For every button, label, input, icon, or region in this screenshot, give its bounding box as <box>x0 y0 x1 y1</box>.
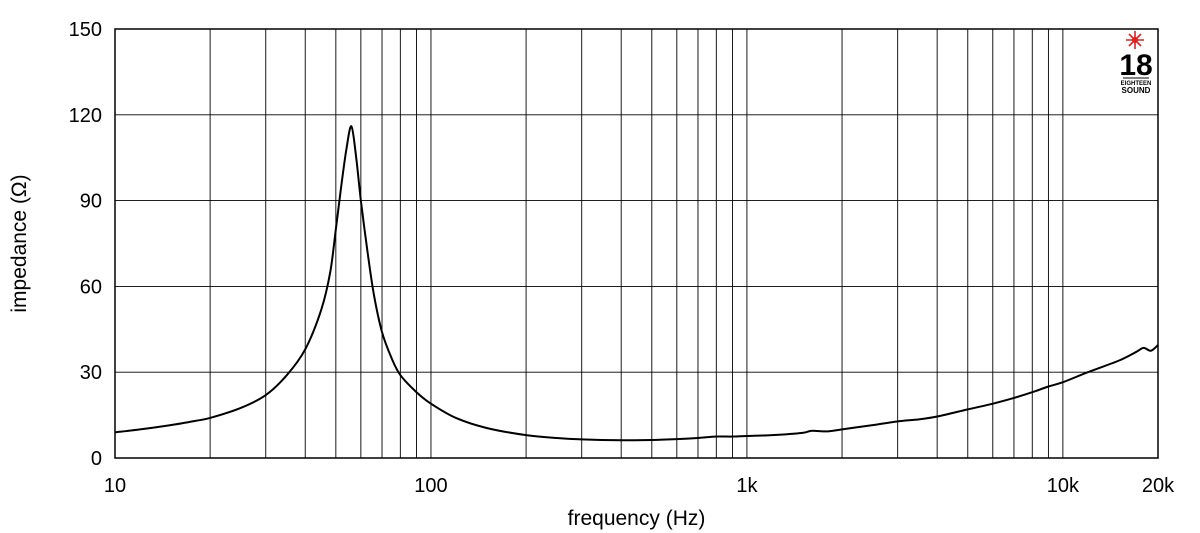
y-tick-label: 0 <box>91 448 102 470</box>
x-tick-label: 10k <box>1047 475 1080 497</box>
y-tick-label: 90 <box>80 191 102 213</box>
y-tick-label: 60 <box>80 276 102 298</box>
eighteen-sound-logo: 18 EIGHTEEN SOUND <box>1119 31 1153 95</box>
y-axis-ticks: 0 30 60 90 120 150 <box>69 19 102 470</box>
x-tick-label: 10 <box>104 475 126 497</box>
y-axis-label: impedance (Ω) <box>8 174 31 312</box>
plot-frame <box>114 28 1159 459</box>
logo-small-text: EIGHTEEN <box>1121 81 1152 87</box>
grid <box>115 29 1158 458</box>
x-axis-ticks: 10 100 1k 10k 20k <box>104 475 1175 497</box>
y-tick-label: 30 <box>80 362 102 384</box>
x-tick-label: 20k <box>1142 475 1175 497</box>
x-axis-label: frequency (Hz) <box>568 507 706 530</box>
impedance-curve <box>114 125 1159 442</box>
x-tick-label: 100 <box>414 475 447 497</box>
logo-word: SOUND <box>1122 86 1151 95</box>
logo-number: 18 <box>1119 49 1152 82</box>
y-tick-label: 150 <box>69 19 102 41</box>
x-tick-label: 1k <box>736 475 758 497</box>
star-icon <box>1126 31 1144 49</box>
y-tick-label: 120 <box>69 105 102 127</box>
